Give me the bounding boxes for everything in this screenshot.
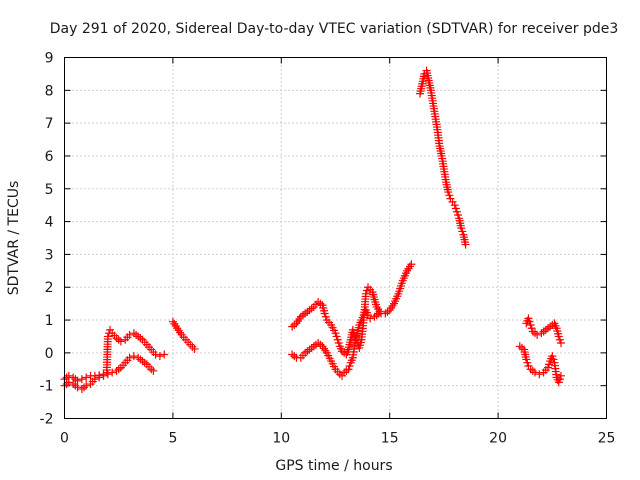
data-point — [332, 332, 341, 341]
y-axis-label: SDTVAR / TECUs — [6, 181, 22, 296]
data-point — [523, 358, 532, 367]
data-point — [548, 352, 557, 361]
data-point — [543, 363, 552, 372]
x-tick-label: 10 — [272, 431, 290, 447]
data-point — [316, 340, 325, 349]
series-6 — [416, 66, 470, 249]
data-point — [445, 191, 454, 200]
y-tick-label: 6 — [45, 149, 54, 165]
data-points — [60, 66, 565, 393]
data-point — [90, 371, 99, 380]
data-point — [527, 324, 536, 333]
series-7 — [515, 342, 565, 387]
data-point — [95, 371, 104, 380]
series-5 — [288, 260, 416, 359]
y-tick-label: 3 — [45, 247, 54, 263]
x-tick-label: 15 — [381, 431, 399, 447]
plot-frame — [64, 57, 607, 419]
data-point — [554, 332, 563, 341]
y-tick-label: 9 — [45, 51, 54, 67]
series-3 — [168, 317, 199, 353]
y-tick-label: -2 — [40, 412, 54, 428]
y-tick-label: 7 — [45, 116, 54, 132]
x-tick-label: 0 — [60, 431, 69, 447]
data-point — [407, 260, 416, 269]
data-point — [450, 201, 459, 210]
data-point — [554, 378, 563, 387]
data-point — [349, 329, 358, 338]
y-tick-label: 2 — [45, 280, 54, 296]
data-point — [320, 309, 329, 318]
x-tick-label: 5 — [168, 431, 177, 447]
data-point — [524, 314, 533, 323]
y-tick-label: -1 — [40, 379, 54, 395]
data-point — [160, 350, 169, 359]
data-point — [366, 314, 375, 323]
data-point — [103, 332, 112, 341]
data-point — [545, 360, 554, 369]
data-point — [525, 317, 534, 326]
data-point — [334, 339, 343, 348]
data-point — [149, 366, 158, 375]
data-point — [549, 355, 558, 364]
data-point — [530, 368, 539, 377]
data-point — [116, 337, 125, 346]
data-point — [351, 332, 360, 341]
data-point — [151, 350, 160, 359]
data-point — [190, 344, 199, 353]
data-point — [458, 227, 467, 236]
data-point — [82, 373, 91, 382]
data-point — [555, 335, 564, 344]
data-point — [444, 188, 453, 197]
data-point — [155, 352, 164, 361]
data-point — [451, 204, 460, 213]
data-point — [321, 312, 330, 321]
y-tick-label: 1 — [45, 313, 54, 329]
data-point — [348, 325, 357, 334]
data-point — [73, 376, 82, 385]
axis-ticks: 0 5 10 15 20 25 -2 -1 0 1 2 3 4 5 6 7 8 9 — [40, 51, 616, 447]
series-2 — [60, 325, 169, 385]
x-tick-label: 20 — [489, 431, 507, 447]
data-point — [452, 207, 461, 216]
data-point — [533, 330, 542, 339]
y-tick-label: 8 — [45, 83, 54, 99]
data-point — [383, 307, 392, 316]
y-tick-label: 4 — [45, 215, 54, 231]
data-point — [77, 375, 86, 384]
data-point — [461, 240, 470, 249]
data-point — [344, 365, 353, 374]
data-point — [555, 375, 564, 384]
data-point — [129, 352, 138, 361]
data-point — [345, 361, 354, 370]
data-point — [453, 211, 462, 220]
data-point — [82, 381, 91, 390]
y-tick-label: 5 — [45, 182, 54, 198]
data-point — [361, 289, 370, 298]
y-tick-label: 0 — [45, 346, 54, 362]
data-point — [556, 371, 565, 380]
data-point — [535, 370, 544, 379]
data-point — [526, 320, 535, 329]
data-point — [331, 329, 340, 338]
x-axis-label: GPS time / hours — [275, 458, 392, 474]
series-8 — [522, 314, 565, 348]
data-point — [125, 353, 134, 362]
chart-title: Day 291 of 2020, Sidereal Day-to-day VTE… — [50, 21, 619, 37]
data-point — [64, 371, 73, 380]
data-point — [457, 224, 466, 233]
grid — [64, 57, 607, 419]
x-tick-label: 25 — [598, 431, 616, 447]
data-point — [290, 320, 299, 329]
data-point — [333, 335, 342, 344]
data-point — [556, 339, 565, 348]
data-point — [522, 355, 531, 364]
data-point — [188, 342, 197, 351]
